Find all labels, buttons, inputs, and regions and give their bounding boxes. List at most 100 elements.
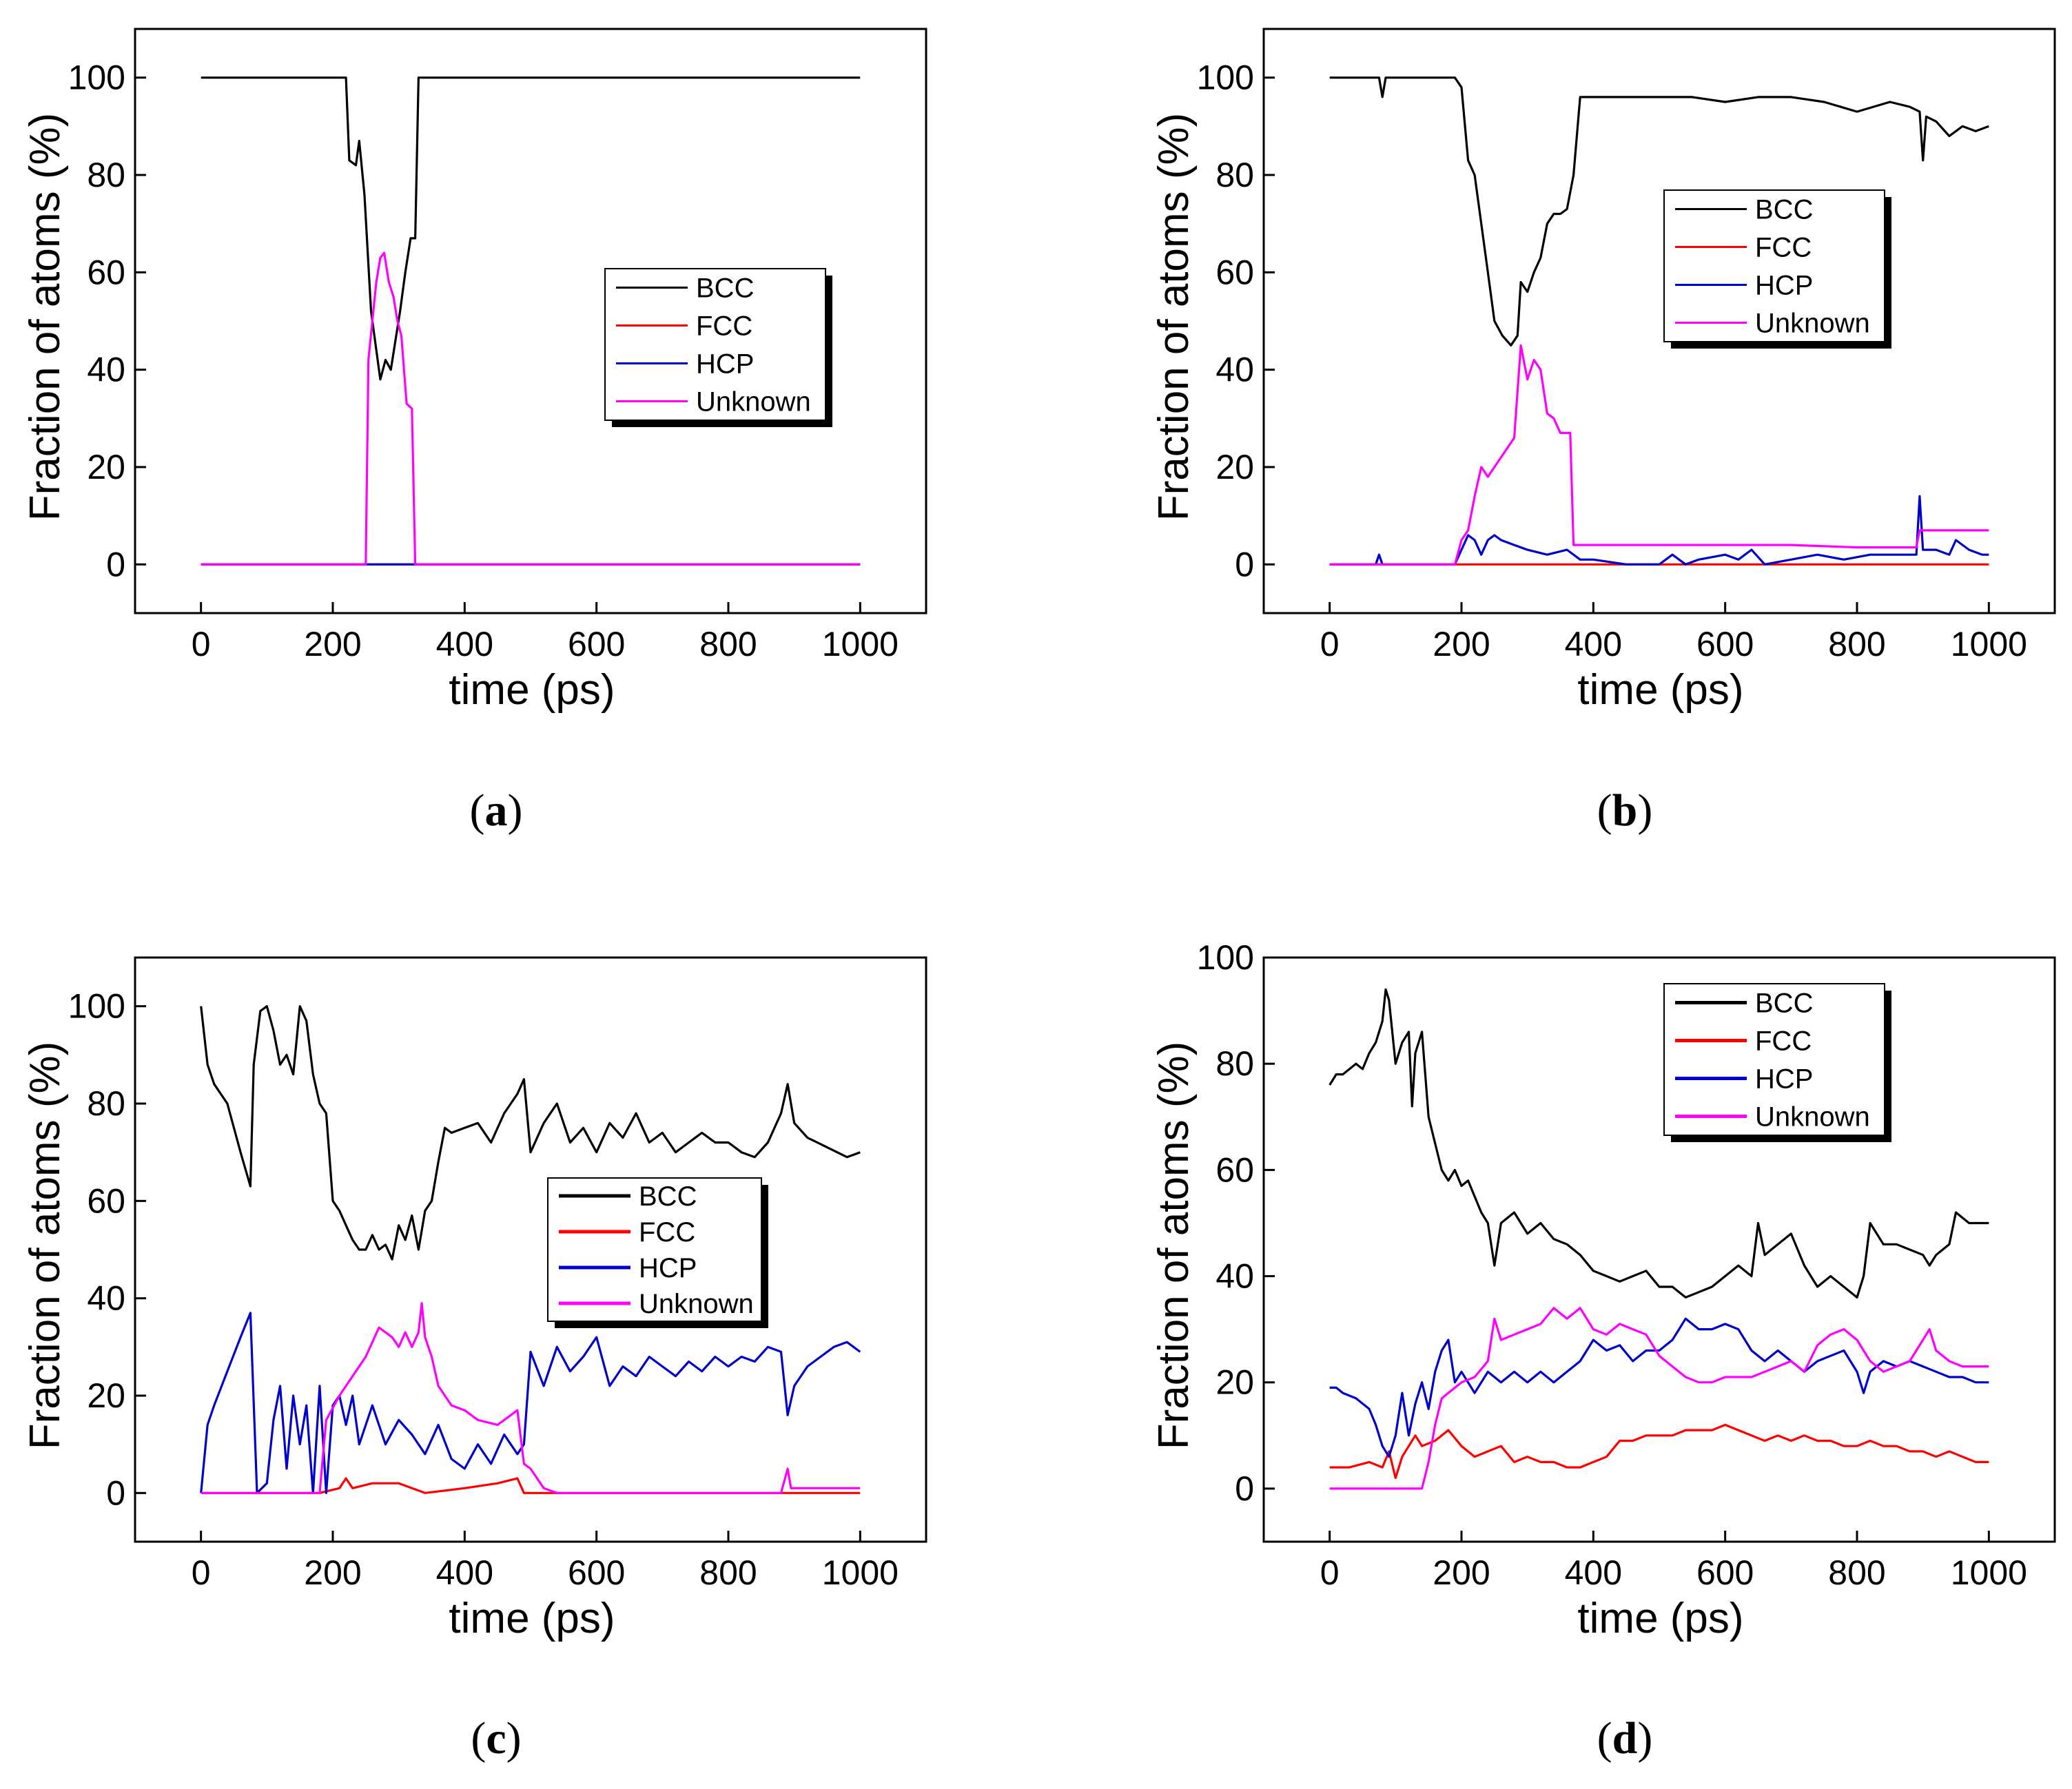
series-line-fcc — [1329, 1423, 1989, 1480]
plot-area-b: 0 200 400 600 800 1000 0 20 40 60 80 100 BCC FCC HCP Un… — [1197, 28, 2056, 663]
x-tick-label: 400 — [436, 625, 493, 663]
y-tick-label: 100 — [68, 987, 125, 1026]
y-tick-label: 60 — [1215, 1150, 1254, 1189]
y-tick-label: 0 — [106, 1473, 125, 1512]
x-tick-label: 200 — [304, 625, 361, 663]
series-line-bcc — [200, 1005, 861, 1261]
y-tick-label: 100 — [1197, 938, 1254, 977]
y-tick-label: 20 — [1215, 448, 1254, 486]
legend-label-bcc: BCC — [1755, 989, 1813, 1019]
plot-frame — [134, 956, 927, 1543]
y-tick-label: 40 — [1215, 351, 1254, 389]
legend-label-hcp: HCP — [696, 349, 754, 380]
y-tick-label: 60 — [1215, 253, 1254, 291]
panel-a: 0 200 400 600 800 1000 0 20 40 60 80 100 BCC FCC HCP Un… — [21, 28, 927, 836]
x-tick-label: 600 — [1696, 625, 1754, 663]
legend-label-fcc: FCC — [1755, 233, 1812, 263]
y-tick-label: 20 — [87, 448, 125, 486]
y-axis-label: Fraction of atoms (%) — [1150, 1042, 1198, 1450]
x-tick-label: 1000 — [822, 625, 899, 663]
y-tick-label: 0 — [106, 545, 125, 583]
y-tick-label: 0 — [1235, 545, 1254, 583]
legend-label-unknown: Unknown — [696, 387, 811, 417]
legend-label-bcc: BCC — [1755, 195, 1813, 225]
legend-label-hcp: HCP — [1755, 1064, 1813, 1095]
x-tick-label: 800 — [699, 1553, 757, 1592]
series-line-hcp — [200, 1312, 861, 1494]
x-tick-label: 600 — [568, 1553, 625, 1592]
y-tick-label: 80 — [87, 1084, 125, 1123]
legend-label-bcc: BCC — [696, 273, 754, 304]
x-tick-label: 1000 — [822, 1553, 899, 1592]
y-tick-label: 80 — [1215, 1044, 1254, 1083]
plot-frame — [1262, 956, 2056, 1543]
legend: BCC FCC HCP Unknown — [1663, 189, 1891, 349]
y-tick-label: 40 — [1215, 1257, 1254, 1296]
x-tick-label: 600 — [568, 625, 625, 663]
panel-b: 0 200 400 600 800 1000 0 20 40 60 80 100 BCC FCC HCP Un… — [1150, 28, 2056, 836]
y-axis-label: Fraction of atoms (%) — [21, 113, 69, 521]
x-tick-label: 200 — [304, 1553, 361, 1592]
legend: BCC FCC HCP Unknown — [547, 1177, 768, 1328]
y-tick-label: 100 — [68, 59, 125, 97]
y-tick-label: 80 — [87, 156, 125, 194]
x-tick-label: 400 — [1565, 625, 1622, 663]
plot-frame — [1262, 28, 2056, 614]
y-tick-label: 20 — [1215, 1363, 1254, 1402]
plot-area-a: 0 200 400 600 800 1000 0 20 40 60 80 100 BCC FCC HCP Un… — [68, 28, 927, 663]
x-tick-label: 0 — [1320, 1553, 1340, 1592]
x-tick-label: 400 — [436, 1553, 493, 1592]
legend-label-hcp: HCP — [639, 1253, 697, 1283]
x-tick-label: 200 — [1433, 625, 1490, 663]
x-axis-label: time (ps) — [1577, 1595, 1743, 1642]
legend-label-unknown: Unknown — [639, 1289, 754, 1319]
series-line-unknown — [201, 251, 861, 566]
y-tick-label: 60 — [87, 253, 125, 291]
y-tick-label: 40 — [87, 1279, 125, 1318]
x-tick-label: 1000 — [1951, 625, 2027, 663]
plot-area-d: 0 200 400 600 800 1000 0 20 40 60 80 100 BCC FCC HCP Un… — [1197, 938, 2056, 1592]
plot-frame — [134, 28, 927, 614]
legend-label-fcc: FCC — [1755, 1026, 1812, 1057]
legend-label-unknown: Unknown — [1755, 309, 1870, 339]
x-tick-label: 600 — [1696, 1553, 1754, 1592]
x-axis-label: time (ps) — [1577, 666, 1743, 714]
panel-label: (c) — [471, 1713, 521, 1764]
legend: BCC FCC HCP Unknown — [604, 268, 832, 427]
x-tick-label: 0 — [1320, 625, 1340, 663]
series-line-bcc — [1329, 988, 1989, 1299]
panel-label: (b) — [1597, 785, 1653, 836]
x-tick-label: 800 — [1828, 625, 1885, 663]
panel-d: 0 200 400 600 800 1000 0 20 40 60 80 100 BCC FCC HCP Un… — [1150, 938, 2056, 1764]
series-line-hcp — [1329, 1317, 1989, 1458]
legend-label-hcp: HCP — [1755, 271, 1813, 301]
panel-label: (a) — [470, 785, 523, 836]
y-axis-label: Fraction of atoms (%) — [21, 1042, 69, 1450]
x-axis-label: time (ps) — [449, 666, 615, 714]
x-tick-label: 0 — [192, 625, 211, 663]
panel-label: (d) — [1597, 1713, 1653, 1764]
series-line-fcc — [201, 1477, 861, 1494]
series-line-unknown — [1329, 1307, 1989, 1490]
y-tick-label: 20 — [87, 1376, 125, 1415]
legend: BCC FCC HCP Unknown — [1663, 983, 1891, 1142]
y-tick-label: 40 — [87, 351, 125, 389]
y-tick-label: 100 — [1197, 59, 1254, 97]
x-axis-label: time (ps) — [449, 1595, 615, 1642]
y-axis-label: Fraction of atoms (%) — [1150, 113, 1198, 521]
series-line-hcp — [1329, 495, 1989, 566]
y-tick-label: 0 — [1235, 1469, 1254, 1508]
legend-label-bcc: BCC — [639, 1181, 697, 1212]
x-tick-label: 0 — [192, 1553, 211, 1592]
x-tick-label: 400 — [1565, 1553, 1622, 1592]
series-line-unknown — [201, 1302, 861, 1494]
series-line-bcc — [1329, 76, 1989, 347]
legend-label-fcc: FCC — [639, 1217, 695, 1248]
series-line-bcc — [201, 76, 861, 381]
x-tick-label: 800 — [699, 625, 757, 663]
x-tick-label: 200 — [1433, 1553, 1490, 1592]
y-tick-label: 80 — [1215, 156, 1254, 194]
panel-c: 0 200 400 600 800 1000 0 20 40 60 80 100 BCC FCC HCP Un… — [21, 956, 927, 1764]
x-tick-label: 800 — [1828, 1553, 1885, 1592]
